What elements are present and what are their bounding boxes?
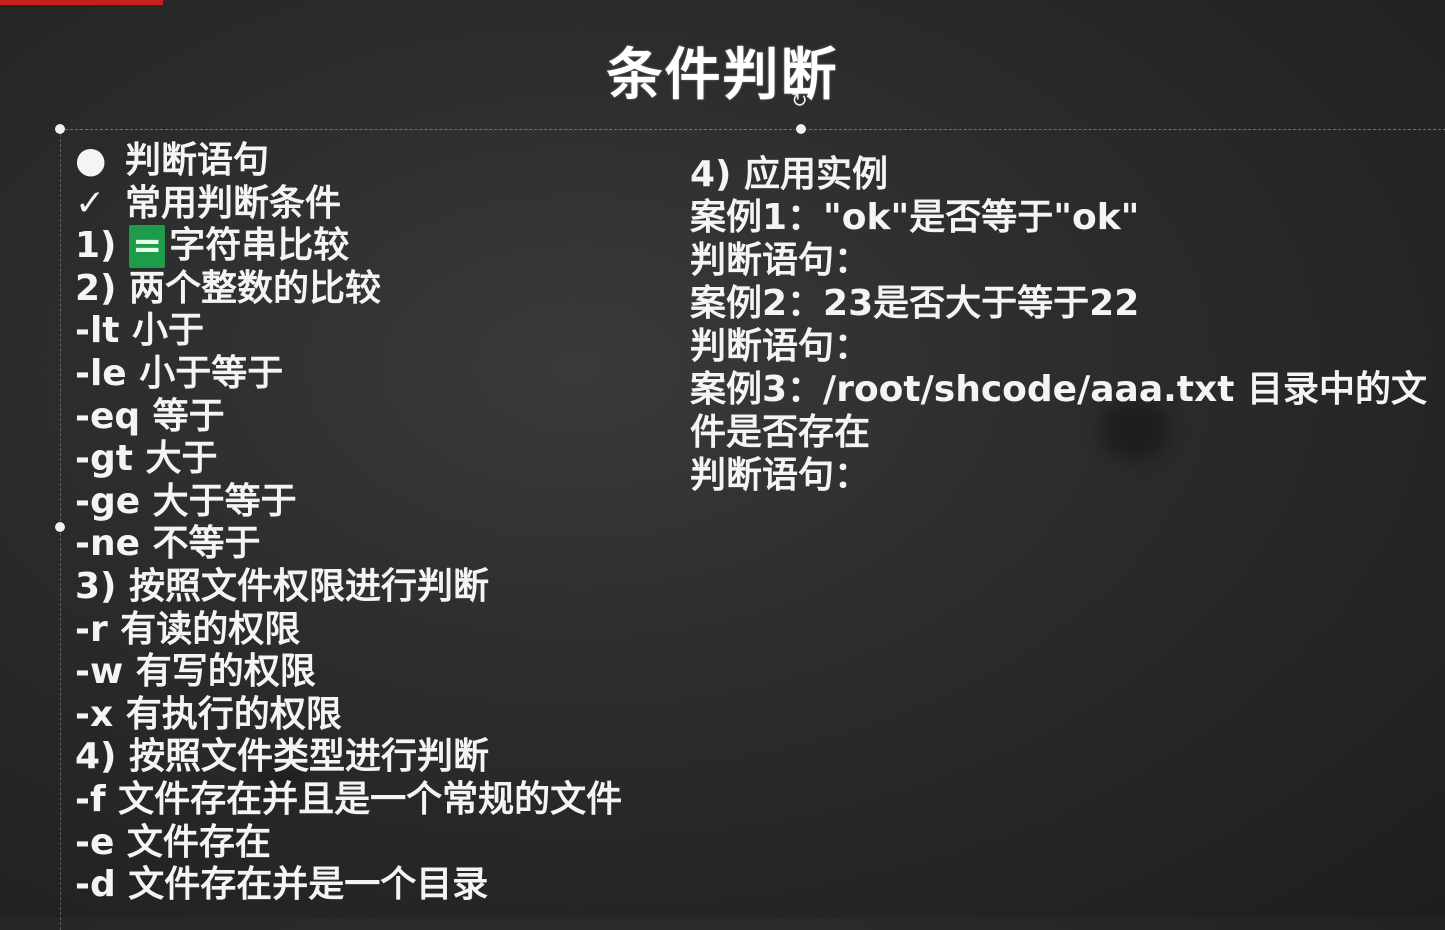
list-item: 案例2：23是否大于等于22 <box>690 283 1140 324</box>
bullet-dot-icon: ● <box>75 140 107 181</box>
checkmark-icon: ✓ <box>75 182 106 224</box>
top-accent-bar <box>0 0 163 5</box>
list-item: 件是否存在 <box>690 412 871 453</box>
list-item: -x 有执行的权限 <box>75 693 342 735</box>
rotate-handle-icon[interactable]: ↻ <box>791 88 808 112</box>
list-item: 判断语句： <box>690 326 871 367</box>
list-item: 判断语句： <box>690 240 871 281</box>
list-item: -ne 不等于 <box>75 523 261 565</box>
check-heading: ✓ 常用判断条件 <box>75 182 342 224</box>
list-item: 2) 两个整数的比较 <box>75 267 382 309</box>
list-item: -gt 大于 <box>75 438 218 480</box>
list-item: -w 有写的权限 <box>75 651 316 693</box>
list-item: -eq 等于 <box>75 395 225 437</box>
list-item: -ge 大于等于 <box>75 480 297 522</box>
bullet-heading: ● 判断语句 <box>75 140 270 181</box>
list-item: 3) 按照文件权限进行判断 <box>75 565 490 607</box>
list-item: -d 文件存在并是一个目录 <box>75 864 489 906</box>
list-item: 1) = 字符串比较 <box>75 225 350 268</box>
resize-handle-top-middle[interactable] <box>796 124 806 134</box>
left-column[interactable]: ● 判断语句 ✓ 常用判断条件 1) = 字符串比较 2) 两个整数的比较 -lt 小… <box>75 140 622 907</box>
right-column[interactable]: 4) 应用实例 案例1："ok"是否等于"ok" 判断语句： 案例2：23是否大… <box>690 153 1427 497</box>
list-item: 4) 应用实例 <box>690 154 889 195</box>
text-selection-highlight[interactable]: = <box>129 225 166 268</box>
list-item: -le 小于等于 <box>75 352 284 394</box>
list-item: 4) 按照文件类型进行判断 <box>75 736 490 778</box>
list-item: -f 文件存在并且是一个常规的文件 <box>75 778 623 820</box>
chalk-smudge <box>250 760 310 800</box>
list-item: -r 有读的权限 <box>75 608 301 650</box>
slide-title: 条件判断 <box>606 43 839 108</box>
list-item: 案例1："ok"是否等于"ok" <box>690 197 1140 238</box>
list-item: -e 文件存在 <box>75 821 271 863</box>
chalk-smudge <box>1100 400 1170 460</box>
list-item: 判断语句： <box>690 455 871 496</box>
list-item: -lt 小于 <box>75 310 205 352</box>
resize-handle-middle-left[interactable] <box>55 522 65 532</box>
resize-handle-top-left[interactable] <box>55 124 65 134</box>
list-item: 案例3：/root/shcode/aaa.txt 目录中的文 <box>690 369 1427 410</box>
